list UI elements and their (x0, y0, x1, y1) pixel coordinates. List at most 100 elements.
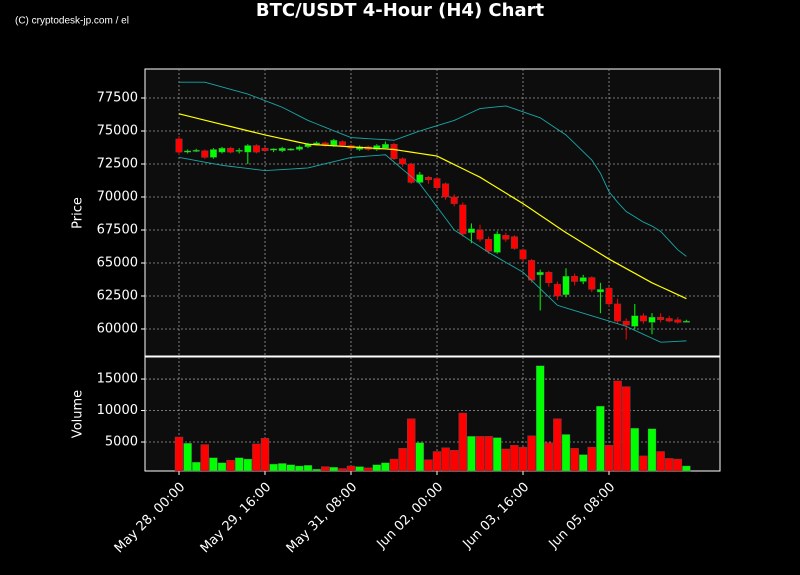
candle-body (665, 318, 673, 322)
candle-body (244, 145, 252, 153)
volume-tick-label: 15000 (97, 372, 138, 387)
y-tick-label: 62500 (97, 289, 138, 304)
volume-bar (209, 457, 218, 472)
volume-bar (286, 464, 295, 472)
candle-body (270, 148, 278, 151)
candle-body (553, 283, 561, 297)
y-tick-label: 65000 (97, 256, 138, 271)
chart-title: BTC/USDT 4-Hour (H4) Chart (256, 0, 545, 21)
volume-bar (407, 418, 416, 472)
candle-body (175, 138, 183, 153)
watermark: (C) cryptodesk-jp.com / el (15, 16, 129, 27)
volume-bar (441, 447, 450, 472)
candle-body (261, 147, 269, 152)
volume-bar (493, 437, 502, 472)
candle-body (235, 149, 243, 152)
candle-body (510, 236, 518, 249)
candle-body (218, 147, 226, 153)
volume-bar (561, 434, 571, 472)
volume-bar (355, 466, 364, 472)
candle-body (639, 315, 647, 322)
candle-body (467, 228, 475, 233)
candle-body (416, 174, 424, 183)
candle-body (192, 149, 200, 152)
y-axis-label: Price (71, 197, 86, 229)
indicator-line (179, 81, 687, 257)
volume-bar (389, 458, 399, 472)
volume-bar (544, 442, 553, 472)
volume-bar (510, 444, 519, 472)
volume-bar (682, 465, 691, 472)
volume-axis-label: Volume (71, 390, 86, 438)
volume-bar (372, 464, 381, 472)
volume-bar (174, 436, 184, 472)
candle-body (605, 287, 613, 305)
volume-bar (596, 405, 605, 472)
candle-body (209, 149, 217, 158)
candle-body (407, 163, 415, 183)
y-tick-label: 67500 (97, 223, 138, 238)
candle-body (682, 320, 690, 323)
volume-bar (604, 444, 614, 472)
candle-body (528, 260, 536, 281)
candle-body (433, 178, 441, 188)
volume-bar (501, 448, 510, 472)
candle-body (485, 239, 493, 252)
candle-body (424, 177, 432, 181)
y-tick-label: 72500 (97, 157, 138, 172)
volume-bar (312, 468, 321, 472)
candle-body (476, 229, 484, 240)
candle-body (493, 233, 501, 253)
volume-bar (183, 443, 192, 472)
candle-body (227, 147, 235, 153)
y-tick-label: 75000 (97, 124, 138, 139)
volume-bar (269, 463, 278, 472)
indicator-line (178, 113, 687, 300)
candle-body (519, 249, 527, 260)
volume-bar (303, 465, 313, 472)
candle-body (536, 272, 544, 276)
volume-bar (346, 465, 356, 472)
candle-body (648, 316, 656, 323)
volume-bar (338, 468, 347, 472)
candle-body (338, 141, 346, 146)
volume-bar (381, 462, 390, 472)
indicator-line (178, 154, 687, 343)
volume-bar (536, 365, 545, 472)
volume-bar (613, 380, 622, 472)
volume-tick-label: 5000 (105, 435, 138, 450)
volume-bar (424, 459, 433, 472)
volume-bar (321, 466, 330, 472)
volume-bar (665, 458, 674, 472)
volume-bar (278, 463, 287, 472)
candle-body (390, 144, 398, 159)
candle-body (373, 145, 381, 150)
volume-bar (484, 436, 493, 472)
volume-bar (639, 455, 648, 472)
candle-body (450, 196, 458, 204)
candle-body (622, 320, 630, 326)
volume-bar (587, 446, 596, 472)
volume-bar (329, 467, 338, 472)
candle-body (596, 289, 604, 293)
candle-body (442, 183, 450, 198)
candle-body (287, 148, 295, 151)
volume-bar (295, 465, 304, 472)
candle-body (459, 204, 467, 235)
volume-bar (200, 444, 210, 472)
y-tick-label: 77500 (97, 91, 138, 106)
candle-body (295, 146, 303, 150)
volume-bar (226, 460, 235, 472)
candle-body (571, 276, 579, 282)
volume-bar (518, 446, 528, 472)
volume-bar (553, 418, 562, 472)
candle-body (399, 158, 407, 165)
candle-body (502, 235, 510, 240)
volume-bar (415, 442, 424, 472)
volume-bar (630, 427, 639, 472)
candle-body (201, 150, 209, 158)
volume-tick-label: 10000 (97, 403, 138, 418)
candle-body (631, 315, 639, 327)
candle-body (330, 140, 338, 146)
